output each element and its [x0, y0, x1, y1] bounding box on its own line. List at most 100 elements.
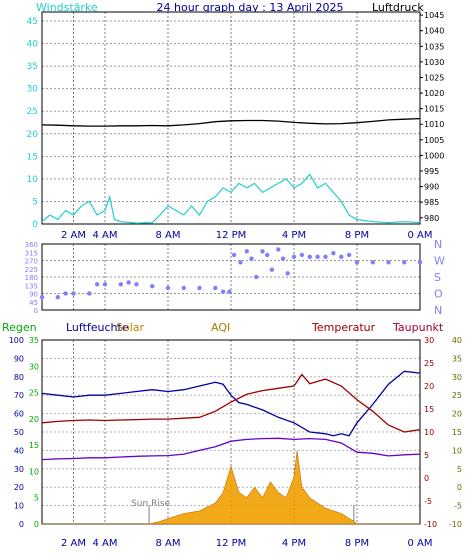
temperature-tick-label: 0: [424, 474, 429, 483]
direction-point: [254, 274, 259, 280]
pressure-tick-label: 1000: [424, 151, 444, 160]
dewpoint-tick-label: -5: [454, 502, 462, 511]
direction-point: [165, 285, 171, 291]
dewpoint-series-line: [41, 437, 421, 461]
rain-tick-label: 35: [29, 336, 39, 345]
direction-point: [220, 289, 226, 294]
rain-tick-label: 20: [29, 415, 39, 424]
time-tick-label: 0 AM: [407, 230, 432, 241]
rain-tick-label: 10: [29, 467, 39, 476]
direction-tick-label: 90: [29, 291, 38, 299]
dewpoint-tick-label: 15: [452, 428, 462, 437]
direction-tick-label: 270: [25, 258, 38, 266]
temperature-legend-label: Temperatur: [311, 321, 376, 334]
humidity-tick-label: 40: [14, 446, 24, 455]
dewpoint-legend-label: Taupunkt: [392, 321, 444, 334]
direction-point: [213, 285, 218, 291]
humidity-tick-label: 70: [14, 391, 24, 400]
rain-tick-label: 25: [29, 389, 39, 398]
compass-tick-label: S: [434, 271, 441, 284]
humidity-tick-label: 50: [14, 428, 24, 437]
direction-point: [63, 291, 68, 296]
temperature-series-line: [41, 373, 421, 433]
dewpoint-tick-label: 20: [452, 410, 462, 419]
direction-point: [346, 252, 352, 258]
direction-point: [94, 282, 100, 287]
rain-tick-label: 30: [29, 362, 39, 371]
time-tick-label: 4 PM: [282, 538, 306, 549]
pressure-tick-label: 1040: [424, 27, 444, 36]
humidity-tick-label: 0: [19, 520, 24, 529]
compass-tick-label: N: [434, 304, 442, 317]
direction-point: [285, 271, 290, 276]
rain-tick-label: 15: [29, 441, 39, 450]
time-tick-label: 2 AM: [61, 230, 86, 241]
wind-tick-label: 0: [32, 220, 38, 230]
direction-tick-label: 45: [29, 299, 38, 307]
humidity-tick-label: 10: [14, 502, 24, 511]
solar-area: [42, 450, 420, 525]
direction-point: [244, 249, 249, 254]
direction-point: [39, 295, 45, 300]
wind-tick-label: 20: [27, 130, 39, 140]
compass-tick-label: O: [434, 288, 443, 301]
pressure-tick-label: 985: [424, 198, 439, 207]
dewpoint-tick-label: 5: [457, 465, 462, 474]
direction-point: [238, 260, 243, 265]
direction-point: [126, 280, 131, 285]
humidity-legend-label: Luftfeuchte: [66, 321, 129, 334]
direction-point: [370, 260, 375, 265]
pressure-tick-label: 1015: [424, 105, 444, 114]
time-tick-label: 2 AM: [61, 538, 86, 549]
pressure-tick-label: 1030: [424, 58, 444, 67]
direction-point: [299, 252, 305, 258]
pressure-tick-label: 995: [424, 167, 439, 176]
direction-point: [339, 254, 344, 259]
humidity-tick-label: 20: [14, 483, 24, 492]
direction-tick-label: 0: [34, 307, 38, 315]
pressure-tick-label: 1045: [424, 11, 444, 20]
temperature-tick-label: -5: [424, 497, 432, 506]
direction-point: [291, 254, 297, 259]
pressure-tick-label: 1010: [424, 120, 444, 129]
direction-point: [323, 254, 328, 259]
direction-point: [402, 260, 407, 265]
direction-point: [280, 256, 286, 261]
dewpoint-tick-label: 40: [452, 336, 462, 345]
sunrise-annotation: Sun Rise: [131, 499, 170, 509]
dewpoint-tick-label: 10: [452, 446, 462, 455]
direction-point: [71, 291, 76, 296]
direction-tick-label: 135: [25, 282, 38, 290]
humidity-series-line: [41, 370, 421, 437]
pressure-tick-label: 980: [424, 214, 439, 223]
wind-tick-label: 45: [27, 17, 38, 27]
temperature-tick-label: 5: [424, 451, 429, 460]
wind-tick-label: 10: [27, 175, 39, 185]
dewpoint-tick-label: 0: [457, 483, 462, 492]
direction-point: [417, 260, 423, 265]
temperature-tick-label: 10: [424, 428, 434, 437]
temperature-tick-label: 15: [424, 405, 434, 414]
direction-point: [276, 247, 281, 252]
direction-point: [307, 254, 312, 259]
direction-point: [134, 282, 139, 287]
wind-tick-label: 35: [27, 62, 38, 72]
pressure-tick-label: 1025: [424, 73, 444, 82]
direction-point: [197, 285, 202, 291]
compass-tick-label: W: [434, 255, 445, 268]
dewpoint-tick-label: 25: [452, 391, 462, 400]
humidity-tick-label: 100: [9, 336, 24, 345]
temperature-tick-label: 20: [424, 382, 434, 391]
time-tick-label: 8 AM: [155, 538, 180, 549]
aqi-legend-label: AQI: [211, 321, 230, 334]
direction-tick-label: 225: [25, 266, 38, 274]
time-tick-label: 4 AM: [92, 538, 117, 549]
solar-legend-label: Solar: [116, 321, 145, 334]
wind-series-line: [41, 173, 421, 224]
time-tick-label: 12 PM: [216, 230, 247, 241]
direction-point: [265, 252, 270, 258]
humidity-tick-label: 90: [14, 354, 24, 363]
direction-point: [315, 254, 320, 259]
wind-tick-label: 40: [27, 40, 39, 50]
